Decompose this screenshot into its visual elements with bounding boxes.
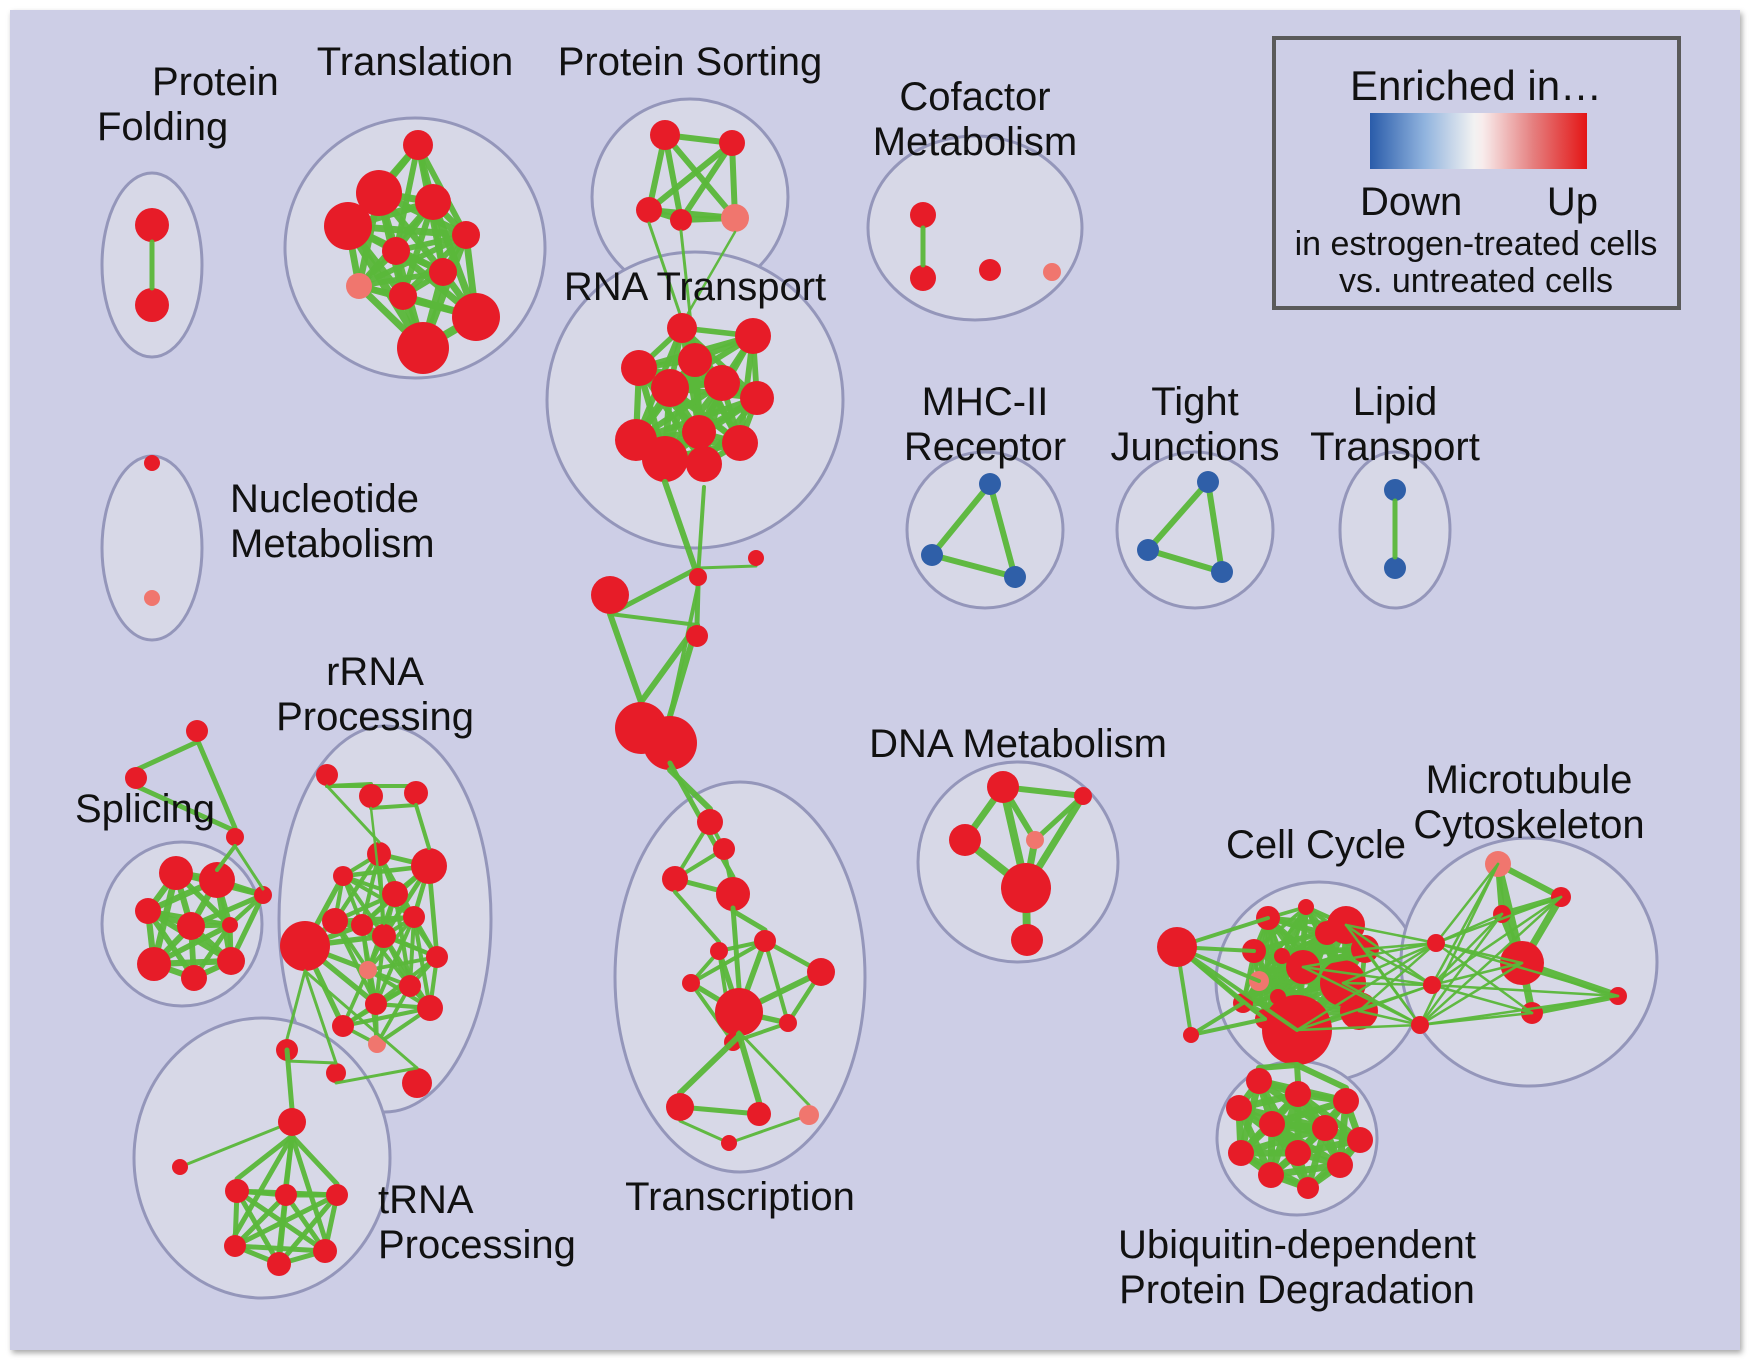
svg-text:Transcription: Transcription bbox=[625, 1175, 855, 1219]
svg-text:vs. untreated cells: vs. untreated cells bbox=[1339, 262, 1613, 300]
svg-text:Tight: Tight bbox=[1151, 380, 1238, 424]
svg-text:Cytoskeleton: Cytoskeleton bbox=[1413, 803, 1644, 847]
svg-text:Up: Up bbox=[1547, 180, 1598, 224]
svg-text:Lipid: Lipid bbox=[1353, 380, 1438, 424]
svg-text:Processing: Processing bbox=[276, 695, 474, 739]
svg-text:MHC-II: MHC-II bbox=[922, 380, 1049, 424]
svg-text:Ubiquitin-dependent: Ubiquitin-dependent bbox=[1118, 1223, 1476, 1267]
svg-text:Metabolism: Metabolism bbox=[230, 522, 435, 566]
svg-text:Protein: Protein bbox=[152, 60, 279, 104]
svg-text:Metabolism: Metabolism bbox=[873, 120, 1078, 164]
svg-text:Microtubule: Microtubule bbox=[1426, 758, 1633, 802]
svg-text:Enriched in…: Enriched in… bbox=[1350, 62, 1602, 109]
svg-text:Translation: Translation bbox=[317, 40, 513, 84]
svg-text:Protein Degradation: Protein Degradation bbox=[1119, 1268, 1475, 1312]
svg-text:Cell Cycle: Cell Cycle bbox=[1226, 823, 1406, 867]
svg-text:Folding: Folding bbox=[97, 105, 228, 149]
svg-text:RNA Transport: RNA Transport bbox=[564, 265, 826, 309]
svg-text:in estrogen-treated cells: in estrogen-treated cells bbox=[1295, 225, 1658, 263]
svg-text:tRNA: tRNA bbox=[378, 1178, 474, 1222]
svg-text:Transport: Transport bbox=[1310, 425, 1480, 469]
svg-text:Cofactor: Cofactor bbox=[899, 75, 1050, 119]
svg-text:Junctions: Junctions bbox=[1111, 425, 1280, 469]
svg-text:Nucleotide: Nucleotide bbox=[230, 477, 419, 521]
svg-text:DNA Metabolism: DNA Metabolism bbox=[869, 722, 1167, 766]
svg-text:Processing: Processing bbox=[378, 1223, 576, 1267]
svg-text:rRNA: rRNA bbox=[326, 650, 424, 694]
svg-text:Receptor: Receptor bbox=[904, 425, 1066, 469]
svg-text:Protein Sorting: Protein Sorting bbox=[558, 40, 823, 84]
svg-text:Splicing: Splicing bbox=[75, 787, 215, 831]
svg-text:Down: Down bbox=[1360, 180, 1462, 224]
